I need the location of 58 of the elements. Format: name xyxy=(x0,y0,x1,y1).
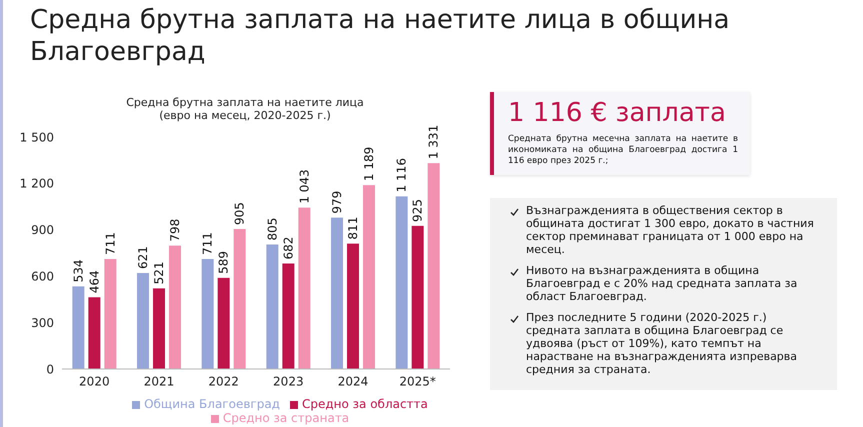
data-label: 1 189 xyxy=(362,146,376,182)
bar xyxy=(428,163,440,369)
text: 1 116 € заплата xyxy=(508,98,727,128)
bar xyxy=(412,226,424,369)
x-tick-label: 2023 xyxy=(273,374,304,389)
bar xyxy=(363,185,376,369)
bar xyxy=(347,244,360,369)
bar xyxy=(72,286,84,369)
bar xyxy=(331,218,344,369)
data-label: 1 116 xyxy=(394,158,409,192)
bar xyxy=(218,278,230,369)
bar xyxy=(234,229,246,369)
bar xyxy=(396,196,408,369)
y-tick-label: 300 xyxy=(31,316,54,330)
bar xyxy=(169,246,182,369)
text: Нивото на възнагражденията в община Благоевград е с 20% над средната заплата за област Благоевград. xyxy=(525,264,798,303)
x-tick-label: 2020 xyxy=(79,374,110,389)
data-label: 589 xyxy=(216,250,231,274)
y-tick-label: 0 xyxy=(46,362,54,376)
data-label: 805 xyxy=(265,218,280,240)
legend-label: Община Благоевград xyxy=(144,397,280,411)
text: Възнагражденията в обществения сектор в общината достигат 1 300 евро, докато в частния сектор преминават границата от 1 000 евро на месец. xyxy=(525,204,815,256)
chart-subtitle: Средна брутна заплата на наетите лица (евро на месец, 2020-2025 г.) xyxy=(125,96,365,122)
data-label: 905 xyxy=(232,202,247,226)
bar xyxy=(137,272,150,369)
x-tick-label: 2021 xyxy=(144,374,174,389)
y-tick-label: 1 200 xyxy=(20,176,54,191)
bar xyxy=(298,208,310,369)
data-label: 798 xyxy=(168,218,182,242)
data-label: 1 331 xyxy=(426,124,441,160)
data-label: 621 xyxy=(136,246,150,269)
data-label: 811 xyxy=(346,216,360,240)
data-label: 711 xyxy=(103,232,118,256)
data-label: 534 xyxy=(71,260,86,282)
y-tick-label: 600 xyxy=(31,269,54,284)
y-tick-label: 1 500 xyxy=(20,130,54,144)
x-tick-label: 2024 xyxy=(338,374,368,389)
text: През последните 5 години (2020-2025 г.) средната заплата в община Благоевград се удвоява (ръст от 109%), като темпът на нарастване на възнагражденията изпреварва средния за страната. xyxy=(525,311,798,376)
bar xyxy=(202,259,214,369)
x-tick-label: 2022 xyxy=(208,374,239,389)
data-label: 682 xyxy=(281,236,296,260)
bar xyxy=(88,297,100,369)
text: Средната брутна месечна заплата на наетите в икономиката на община Благоевград достига 1 116 евро през 2025 г.; xyxy=(508,134,738,167)
data-label: 464 xyxy=(87,270,102,294)
x-tick-label: 2025* xyxy=(399,374,436,389)
data-label: 1 043 xyxy=(297,169,312,204)
chart-title: Средна брутна заплата на наетите лица в община Благоевград xyxy=(30,4,730,68)
y-tick-label: 900 xyxy=(31,223,54,238)
bar xyxy=(266,244,278,369)
data-label: 521 xyxy=(152,262,166,284)
bar xyxy=(282,264,294,369)
legend-label: Средно за областта xyxy=(302,397,428,411)
bar xyxy=(153,288,166,369)
data-label: 979 xyxy=(330,190,344,214)
bar xyxy=(104,259,116,369)
data-label: 925 xyxy=(410,199,425,222)
data-label: 711 xyxy=(200,232,215,256)
legend-label: Средно за страната xyxy=(222,411,350,425)
